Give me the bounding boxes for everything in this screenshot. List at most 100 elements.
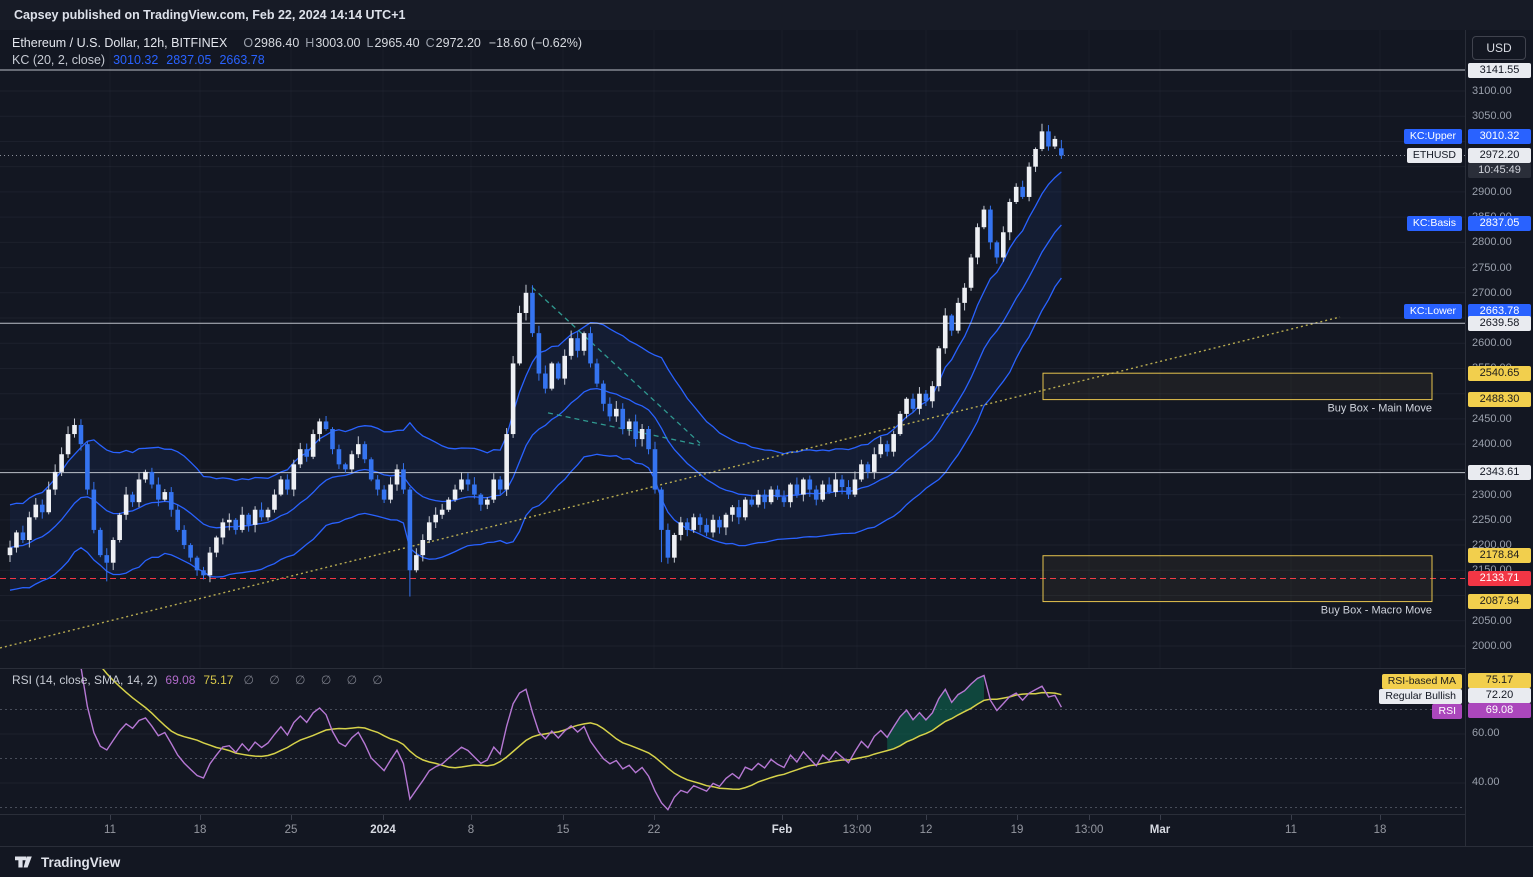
rsi-chart-canvas[interactable] [0,669,1465,815]
time-tick-mark [471,815,472,820]
rsi-value: 69.08 [165,673,196,687]
axis-badge: 3141.55 [1468,62,1531,78]
low-label: L [366,36,374,50]
time-tick-mark [1089,815,1090,820]
axis-badge: 2343.61 [1468,465,1531,481]
time-label: 12 [919,824,933,836]
time-axis[interactable]: 11 18 25 2024 8 15 22 Feb 13:00 12 19 13:00 Mar 11 18 [0,814,1465,847]
kc-legend-row: KC (20, 2, close) 3010.32 2837.05 2663.78 [12,52,582,69]
close-value: 2972.20 [435,36,481,50]
price-tick: 2450.00 [1472,412,1512,425]
tradingview-logo-icon[interactable] [13,854,34,870]
high-label: H [305,36,315,50]
time-label: 11 [104,824,116,836]
axis-badge: 2133.71 [1468,570,1531,586]
axis-badge: 69.08 [1468,703,1531,719]
axis-badge: 2837.05 [1468,216,1531,232]
rsi-legend-row: RSI (14, close, SMA, 14, 2) 69.08 75.17 ∅ ∅… [12,672,389,689]
kc-upper-value: 3010.32 [113,53,159,67]
time-tick-mark [200,815,201,820]
close-label: C [425,36,435,50]
bar-countdown: 10:45:49 [1468,162,1531,178]
rsi-ma-line [102,669,1062,791]
chart-workspace: Buy Box - Main Move Buy Box - Macro Move … [0,30,1533,846]
price-tick: 60.00 [1472,727,1500,739]
symbol-title[interactable]: Ethereum / U.S. Dollar, 12h, BITFINEX [12,36,228,50]
time-label: 8 [467,824,475,836]
currency-toggle-button[interactable]: USD [1472,36,1526,60]
price-tick: 3100.00 [1472,85,1512,97]
time-tick-mark [291,815,292,820]
axis-badge: 2639.58 [1468,315,1531,331]
time-tick-mark [563,815,564,820]
axis-badge: 2087.94 [1468,594,1531,610]
axis-badge: 75.17 [1468,673,1531,689]
time-tick-mark [857,815,858,820]
axis-badge: 2972.20 [1468,147,1531,163]
change-value: −18.60 (−0.62%) [488,36,582,50]
buy-box-macro: Buy Box - Macro Move [1042,555,1433,617]
rsi-grid [0,709,1465,808]
candles-layer [7,123,1064,597]
time-label: 25 [284,824,298,836]
kc-basis-value: 2837.05 [166,53,212,67]
trendline [0,316,1341,649]
rsi-pane: RSI Regular Bullish RSI-based MA RSI (14, … [0,668,1465,815]
axis-badge: 3010.32 [1468,128,1531,144]
open-value: 2986.40 [254,36,300,50]
buy-box-main: Buy Box - Main Move [1042,372,1433,415]
price-axis[interactable]: USD 3100.003050.002950.002900.002850.002… [1465,30,1533,846]
time-label: 22 [647,824,661,836]
symbol-legend-row: Ethereum / U.S. Dollar, 12h, BITFINEX O29… [12,35,582,52]
time-label: 13:00 [842,824,872,836]
price-chart-canvas[interactable]: Buy Box - Main Move Buy Box - Macro Move [0,30,1465,668]
price-tick: 2050.00 [1472,614,1512,627]
rsi-line [80,669,1063,811]
rsi-ma-value: 75.17 [203,673,234,687]
price-tick: 2250.00 [1472,513,1512,526]
publish-bar: Capsey published on TradingView.com, Feb… [0,0,1533,31]
kc-lower-value: 2663.78 [219,53,265,67]
time-label: Mar [1149,824,1171,836]
open-label: O [243,36,254,50]
price-tick: 3050.00 [1472,110,1512,123]
time-tick-mark [1380,815,1381,820]
time-label: 15 [556,824,570,836]
bullish-divergence-fill [887,675,984,751]
chart-area: Buy Box - Main Move Buy Box - Macro Move … [0,30,1465,846]
price-tick: 2300.00 [1472,488,1512,501]
price-tick: 2800.00 [1472,236,1512,249]
time-tick-mark [383,815,384,820]
rsi-empty-inputs: ∅ ∅ ∅ ∅ ∅ ∅ [243,673,389,687]
brand-bar: TradingView [0,846,1533,877]
high-value: 3003.00 [315,36,361,50]
kc-indicator-title[interactable]: KC (20, 2, close) [12,53,106,67]
axis-badge: 2488.30 [1468,392,1531,408]
time-label: 18 [1373,824,1387,836]
time-tick-mark [926,815,927,820]
rsi-indicator-title[interactable]: RSI (14, close, SMA, 14, 2) [12,673,158,687]
time-label: 2024 [370,824,396,836]
low-value: 2965.40 [374,36,420,50]
time-tick-mark [782,815,783,820]
price-tick: 2200.00 [1472,539,1512,552]
price-tick: 2400.00 [1472,438,1512,451]
time-label: 19 [1010,824,1024,836]
rsi-legend: RSI (14, close, SMA, 14, 2) 69.08 75.17 ∅ ∅… [12,672,389,689]
axis-badge: 2663.78 [1468,303,1531,319]
time-label: 18 [193,824,207,836]
tradingview-brand-text[interactable]: TradingView [41,854,121,870]
time-label: Feb [771,824,793,836]
price-tick: 40.00 [1472,776,1500,788]
time-label: 13:00 [1074,824,1104,836]
price-tick: 2700.00 [1472,286,1512,299]
kc-channel [9,171,1062,591]
time-tick-mark [1291,815,1292,820]
axis-badge: 2540.65 [1468,365,1531,381]
time-tick-mark [1017,815,1018,820]
price-tick: 2000.00 [1472,639,1512,652]
axis-badge: 72.20 [1468,688,1531,704]
time-label: 11 [1285,824,1297,836]
buy-box-label: Buy Box - Main Move [1327,403,1432,415]
buy-box-label: Buy Box - Macro Move [1321,605,1432,617]
